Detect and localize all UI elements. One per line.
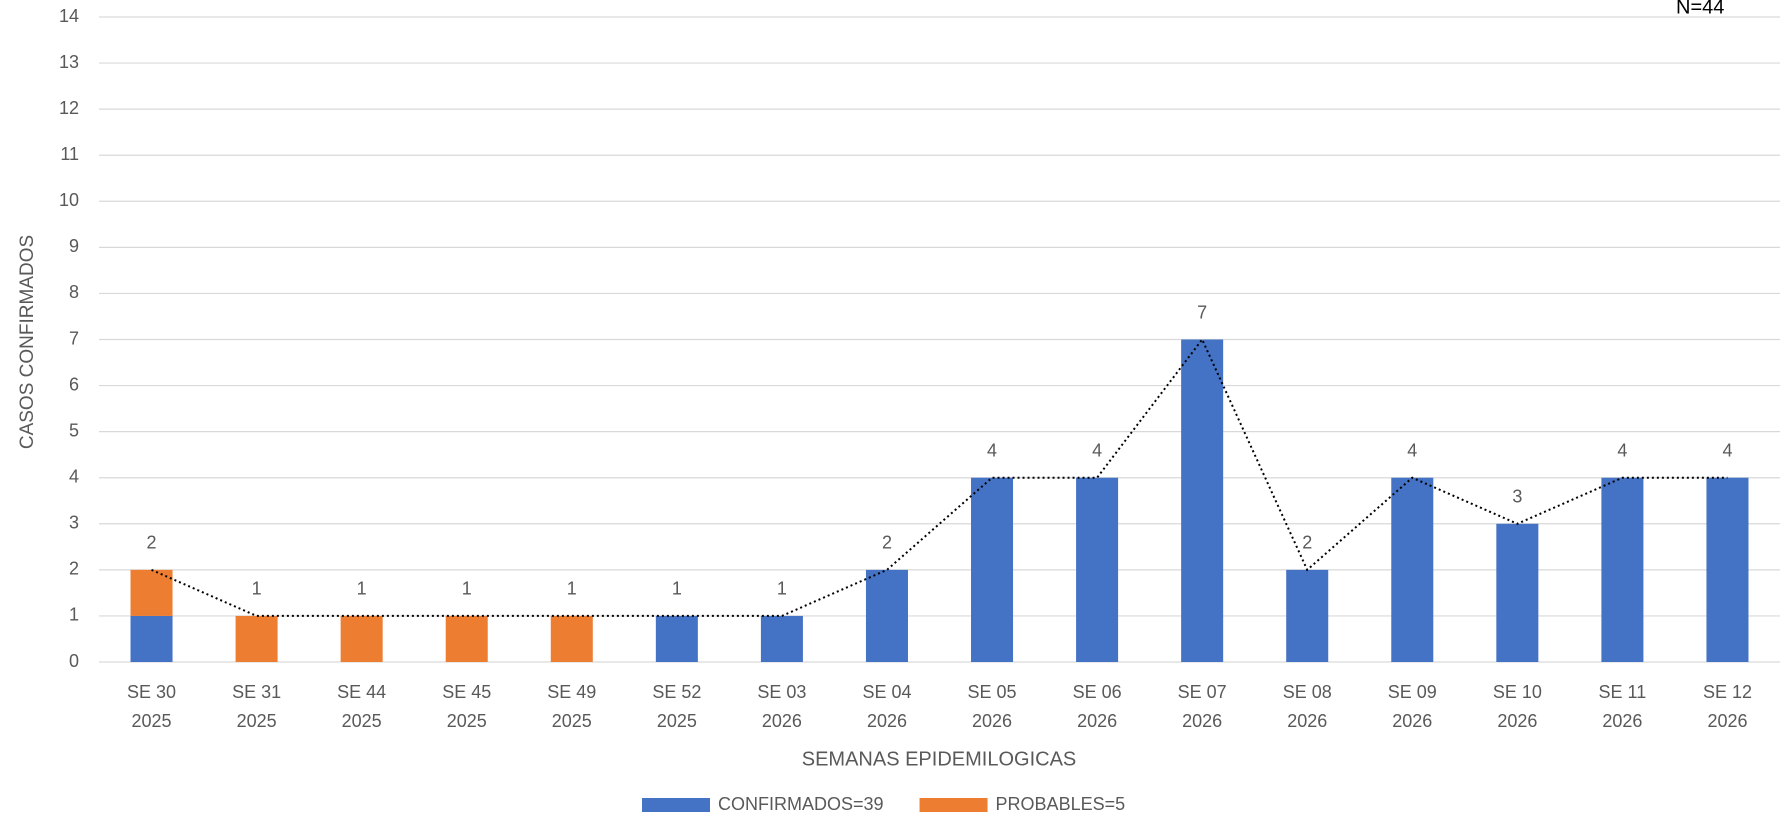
data-label: 1 [252, 579, 262, 599]
x-tick-label: SE 12 [1703, 682, 1752, 702]
data-label: 3 [1512, 487, 1522, 507]
bar [445, 615, 488, 662]
data-label: 1 [777, 579, 787, 599]
bar [1286, 569, 1329, 662]
data-label: 1 [567, 579, 577, 599]
data-label: 4 [1092, 440, 1102, 460]
x-tick-label: SE 10 [1493, 682, 1542, 702]
data-label: 2 [882, 533, 892, 553]
x-tick-label: SE 45 [442, 682, 491, 702]
data-label: 4 [1617, 440, 1627, 460]
data-label: 4 [1407, 440, 1417, 460]
y-tick-label: 12 [59, 98, 79, 118]
legend-label: CONFIRMADOS=39 [718, 794, 884, 814]
data-label: 1 [462, 579, 472, 599]
x-tick-label: SE 31 [232, 682, 281, 702]
x-tick-label: 2026 [1707, 711, 1747, 731]
y-tick-label: 0 [69, 651, 79, 671]
data-label: 2 [147, 533, 157, 553]
data-label: 4 [1722, 440, 1732, 460]
x-tick-label: SE 52 [652, 682, 701, 702]
legend-label: PROBABLES=5 [996, 794, 1126, 814]
x-tick-label: 2026 [1602, 711, 1642, 731]
annotation: N=44 [1676, 0, 1724, 18]
y-tick-label: 10 [59, 190, 79, 210]
bar [655, 615, 698, 662]
x-tick-label: 2026 [762, 711, 802, 731]
x-tick-label: SE 06 [1073, 682, 1122, 702]
y-tick-label: 11 [60, 144, 79, 164]
x-tick-label: SE 44 [337, 682, 386, 702]
y-tick-label: 9 [69, 236, 79, 256]
bar [130, 569, 173, 616]
bar [1391, 477, 1434, 662]
bar [1076, 477, 1119, 662]
x-tick-label: 2026 [1392, 711, 1432, 731]
x-tick-label: SE 05 [968, 682, 1017, 702]
x-tick-label: SE 07 [1178, 682, 1227, 702]
x-tick-label: SE 11 [1599, 682, 1647, 702]
y-tick-label: 4 [69, 466, 79, 486]
y-tick-label: 14 [59, 6, 79, 26]
x-tick-label: 2026 [1077, 711, 1117, 731]
x-tick-label: 2026 [972, 711, 1012, 731]
bar [1601, 477, 1644, 662]
bar [865, 569, 908, 662]
bar [235, 615, 278, 662]
x-tick-label: SE 30 [127, 682, 176, 702]
bar [550, 615, 593, 662]
x-tick-label: 2026 [1287, 711, 1327, 731]
x-tick-label: SE 04 [862, 682, 911, 702]
y-tick-label: 8 [69, 282, 79, 302]
y-tick-label: 6 [69, 374, 79, 394]
x-tick-label: 2025 [342, 711, 382, 731]
data-label: 1 [357, 579, 367, 599]
data-label: 2 [1302, 533, 1312, 553]
y-tick-label: 2 [69, 559, 79, 579]
bar [971, 477, 1014, 662]
bar [1706, 477, 1749, 662]
y-tick-label: 5 [69, 420, 79, 440]
bar [1496, 523, 1539, 662]
y-tick-label: 3 [69, 513, 79, 533]
y-tick-label: 13 [59, 52, 79, 72]
x-tick-label: 2026 [1182, 711, 1222, 731]
x-tick-label: 2025 [132, 711, 172, 731]
y-tick-label: 7 [69, 328, 79, 348]
x-tick-label: SE 49 [547, 682, 596, 702]
x-tick-label: 2025 [657, 711, 697, 731]
x-tick-label: 2026 [867, 711, 907, 731]
data-label: 1 [672, 579, 682, 599]
x-tick-label: SE 08 [1283, 682, 1332, 702]
data-label: 4 [987, 440, 997, 460]
x-tick-label: 2025 [447, 711, 487, 731]
y-axis-title: CASOS CONFIRMADOS [17, 235, 38, 449]
x-tick-label: 2025 [552, 711, 592, 731]
x-tick-label: SE 09 [1388, 682, 1437, 702]
bar [340, 615, 383, 662]
data-label: 7 [1197, 302, 1207, 322]
x-tick-label: 2025 [237, 711, 277, 731]
y-tick-label: 1 [69, 605, 79, 625]
bar [130, 615, 173, 662]
x-axis-title: SEMANAS EPIDEMILOGICAS [802, 748, 1077, 770]
x-tick-label: 2026 [1497, 711, 1537, 731]
bar [760, 615, 803, 662]
x-tick-label: SE 03 [757, 682, 806, 702]
bar [1181, 339, 1224, 662]
legend-swatch [919, 798, 988, 812]
legend-swatch [642, 798, 710, 812]
